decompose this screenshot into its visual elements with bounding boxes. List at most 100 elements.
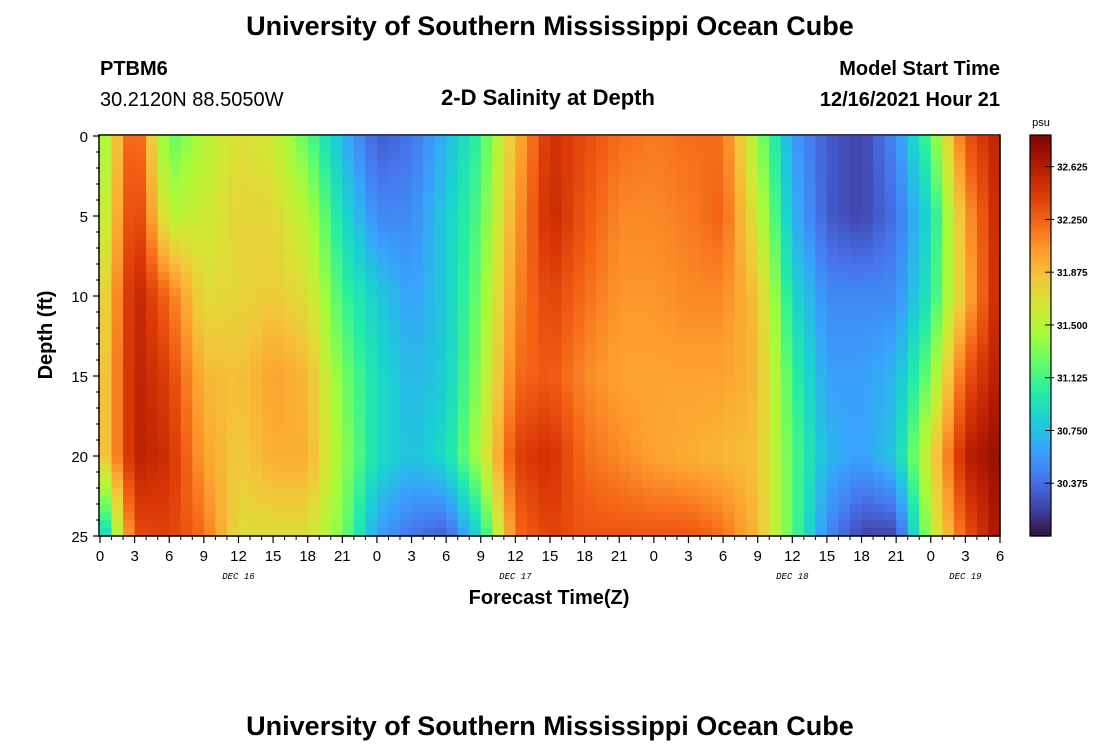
heatmap-cell	[884, 472, 897, 481]
heatmap-cell	[757, 200, 770, 209]
heatmap-cell	[400, 472, 413, 481]
heatmap-cell	[353, 136, 366, 145]
heatmap-cell	[803, 184, 816, 193]
heatmap-cell	[538, 448, 551, 457]
heatmap-cell	[480, 192, 493, 201]
heatmap-cell	[457, 240, 470, 249]
heatmap-cell	[792, 312, 805, 321]
heatmap-cell	[653, 448, 666, 457]
heatmap-cell	[365, 456, 378, 465]
heatmap-cell	[746, 256, 759, 265]
heatmap-cell	[746, 400, 759, 409]
colorbar-segment	[1030, 155, 1051, 159]
heatmap-cell	[850, 408, 863, 417]
heatmap-cell	[953, 304, 966, 313]
heatmap-cell	[434, 408, 447, 417]
heatmap-cell	[550, 144, 563, 153]
heatmap-cell	[388, 352, 401, 361]
heatmap-cell	[803, 520, 816, 529]
heatmap-cell	[550, 328, 563, 337]
heatmap-cell	[573, 456, 586, 465]
heatmap-cell	[711, 384, 724, 393]
heatmap-cell	[480, 352, 493, 361]
heatmap-cell	[711, 296, 724, 305]
heatmap-cell	[250, 304, 263, 313]
heatmap-cell	[815, 488, 828, 497]
heatmap-cell	[561, 208, 574, 217]
heatmap-cell	[919, 304, 932, 313]
heatmap-cell	[596, 296, 609, 305]
heatmap-cell	[215, 176, 228, 185]
heatmap-cell	[630, 416, 643, 425]
heatmap-cell	[746, 416, 759, 425]
heatmap-cell	[330, 488, 343, 497]
heatmap-cell	[157, 312, 170, 321]
heatmap-cell	[838, 408, 851, 417]
heatmap-cell	[676, 488, 690, 497]
heatmap-cell	[100, 520, 113, 529]
heatmap-cell	[480, 400, 493, 409]
heatmap-cell	[619, 376, 632, 385]
heatmap-cell	[515, 376, 528, 385]
heatmap-cell	[353, 328, 366, 337]
heatmap-cell	[584, 440, 597, 449]
heatmap-cell	[780, 216, 793, 225]
heatmap-cell	[388, 312, 401, 321]
heatmap-cell	[746, 344, 759, 353]
heatmap-cell	[850, 216, 863, 225]
heatmap-cell	[826, 312, 840, 321]
heatmap-cell	[642, 408, 655, 417]
heatmap-cell	[319, 472, 332, 481]
heatmap-cell	[515, 504, 528, 513]
heatmap-cell	[307, 368, 320, 377]
heatmap-cell	[376, 344, 390, 353]
heatmap-cell	[180, 160, 193, 169]
heatmap-cell	[757, 360, 770, 369]
heatmap-cell	[700, 312, 713, 321]
heatmap-cell	[561, 136, 574, 145]
heatmap-cell	[538, 440, 551, 449]
heatmap-cell	[261, 464, 274, 473]
heatmap-cell	[111, 320, 124, 329]
heatmap-cell	[861, 184, 874, 193]
heatmap-cell	[815, 400, 828, 409]
heatmap-cell	[100, 472, 113, 481]
heatmap-cell	[642, 136, 655, 145]
heatmap-cell	[884, 408, 897, 417]
heatmap-cell	[376, 400, 390, 409]
heatmap-cell	[642, 520, 655, 529]
heatmap-cell	[123, 352, 136, 361]
heatmap-cell	[376, 376, 390, 385]
heatmap-cell	[469, 488, 482, 497]
heatmap-cell	[226, 504, 240, 513]
heatmap-cell	[469, 168, 482, 177]
heatmap-cell	[861, 376, 874, 385]
heatmap-cell	[757, 408, 770, 417]
heatmap-cell	[803, 424, 816, 433]
heatmap-cell	[134, 488, 147, 497]
heatmap-cell	[538, 304, 551, 313]
heatmap-cell	[688, 296, 701, 305]
heatmap-cell	[596, 376, 609, 385]
heatmap-cell	[411, 272, 424, 281]
heatmap-cell	[330, 248, 343, 257]
heatmap-cell	[492, 368, 505, 377]
heatmap-cell	[192, 392, 205, 401]
heatmap-cell	[665, 264, 678, 273]
heatmap-cell	[100, 152, 113, 161]
heatmap-cell	[884, 392, 897, 401]
heatmap-cell	[192, 160, 205, 169]
heatmap-cell	[792, 376, 805, 385]
heatmap-cell	[284, 440, 297, 449]
heatmap-cell	[815, 344, 828, 353]
heatmap-cell	[146, 192, 159, 201]
heatmap-cell	[953, 360, 966, 369]
heatmap-cell	[757, 184, 770, 193]
heatmap-cell	[307, 416, 320, 425]
heatmap-cell	[919, 280, 932, 289]
heatmap-cell	[561, 304, 574, 313]
heatmap-cell	[561, 440, 574, 449]
heatmap-cell	[353, 144, 366, 153]
heatmap-cell	[930, 288, 943, 297]
heatmap-cell	[261, 136, 274, 145]
